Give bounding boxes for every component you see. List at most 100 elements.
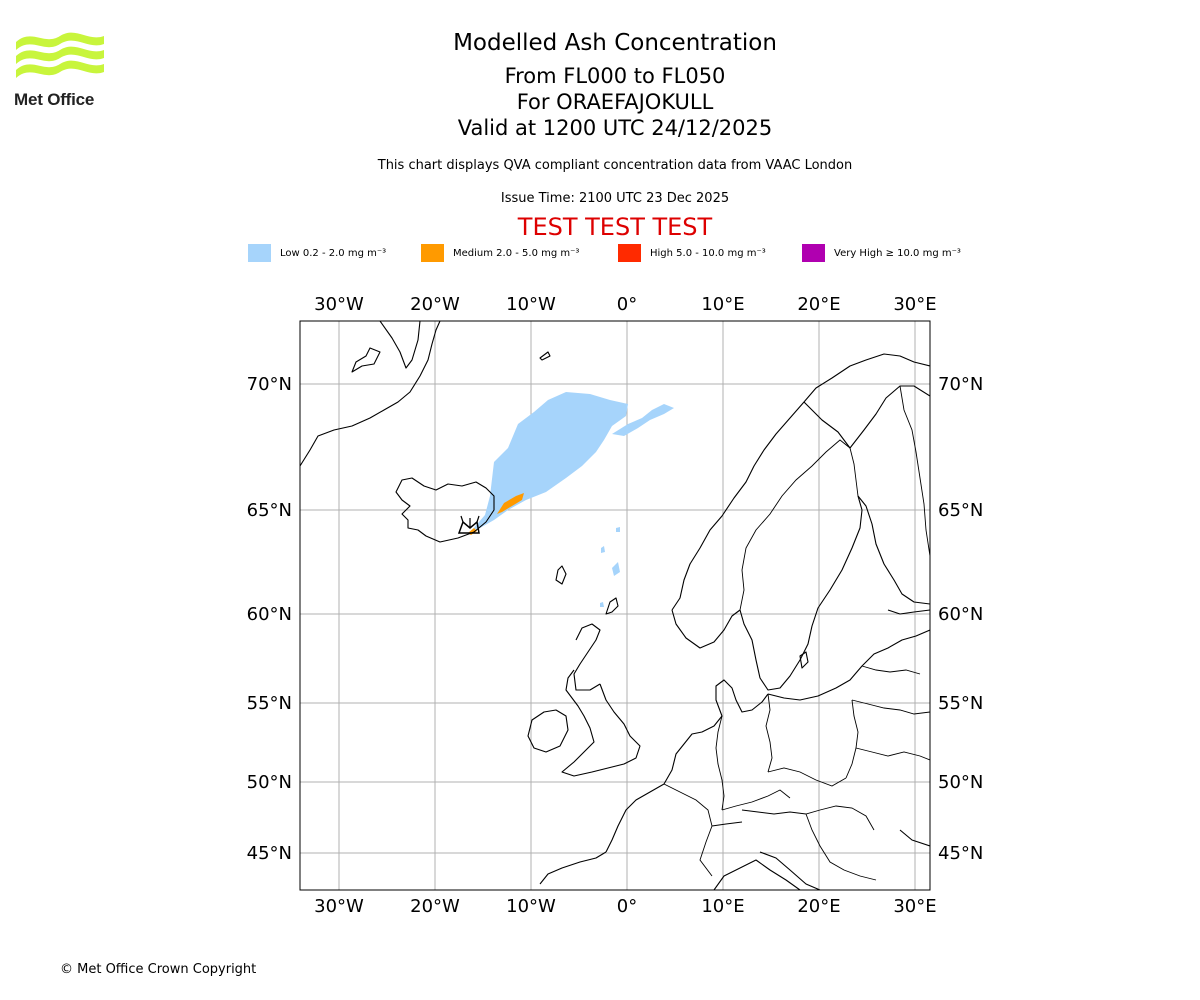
- issue-time: Issue Time: 2100 UTC 23 Dec 2025: [500, 191, 730, 206]
- volcano-marker-icon: [457, 515, 480, 534]
- coast-brittany: [539, 851, 607, 885]
- coast-jan-mayen: [539, 351, 551, 361]
- legend-label-very-high: Very High ≥ 10.0 mg m⁻³: [834, 247, 961, 259]
- coast-denmark: [715, 679, 769, 717]
- border-sweden-finland: [849, 447, 859, 497]
- ash-low-patch-1: [612, 562, 620, 576]
- border-hungary: [819, 805, 875, 831]
- met-office-waves-icon: [16, 32, 104, 78]
- coast-gulf-bothnia: [857, 495, 930, 605]
- legend-label-low: Low 0.2 - 2.0 mg m⁻³: [280, 247, 387, 259]
- coast-adriatic: [759, 851, 821, 890]
- coast-baltic-south: [767, 629, 930, 701]
- legend-label-medium: Medium 2.0 - 5.0 mg m⁻³: [453, 247, 580, 259]
- chart-title: Modelled Ash Concentration: [453, 30, 777, 56]
- lon-label-bottom: 10°W: [506, 896, 556, 917]
- coast-greenland: [300, 321, 441, 467]
- ash-low-plume: [472, 392, 628, 530]
- coast-shetland: [605, 597, 619, 615]
- lat-label-right: 45°N: [938, 843, 983, 864]
- lon-label-bottom: 0°: [617, 896, 637, 917]
- border-austria: [741, 809, 821, 815]
- legend-item-high: High 5.0 - 10.0 mg m⁻³: [618, 244, 766, 262]
- chart-description: This chart displays QVA compliant concen…: [377, 158, 853, 173]
- lon-labels-bottom: 30°W 20°W 10°W 0° 10°E 20°E 30°E: [314, 896, 936, 917]
- lon-labels-top: 30°W 20°W 10°W 0° 10°E 20°E 30°E: [314, 294, 936, 315]
- lat-labels-right: 70°N 65°N 60°N 55°N 50°N 45°N: [938, 374, 983, 864]
- copyright-notice: © Met Office Crown Copyright: [60, 962, 257, 977]
- coast-black-sea: [899, 829, 930, 847]
- border-finland-russia: [899, 385, 930, 557]
- border-czech: [767, 767, 847, 787]
- coast-greenland-east: [379, 321, 421, 369]
- lon-label-top: 30°E: [893, 294, 936, 315]
- met-office-wordmark: Met Office: [14, 90, 95, 109]
- coast-sweden-baltic: [739, 495, 863, 691]
- lon-label-top: 30°W: [314, 294, 364, 315]
- lat-label-right: 50°N: [938, 772, 983, 793]
- border-balkans: [805, 813, 877, 881]
- legend-swatch-low: [248, 244, 271, 262]
- coast-mediterranean: [713, 859, 801, 890]
- lon-label-top: 20°E: [797, 294, 840, 315]
- legend-item-low: Low 0.2 - 2.0 mg m⁻³: [248, 244, 386, 262]
- ash-medium-band: [497, 493, 524, 514]
- met-office-logo: Met Office: [14, 30, 108, 110]
- volcano-name: For ORAEFAJOKULL: [516, 90, 714, 114]
- lat-label-left: 55°N: [247, 693, 292, 714]
- valid-time: Valid at 1200 UTC 24/12/2025: [457, 116, 773, 140]
- coast-faroes: [555, 565, 567, 585]
- test-banner: TEST TEST TEST: [517, 213, 713, 241]
- lat-label-left: 45°N: [247, 843, 292, 864]
- graticule: [300, 321, 930, 890]
- border-poland-east: [845, 699, 859, 779]
- lat-label-right: 55°N: [938, 693, 983, 714]
- coastlines: [300, 321, 930, 890]
- legend-label-high: High 5.0 - 10.0 mg m⁻³: [650, 247, 766, 259]
- coast-scandinavia-north-inland: [803, 385, 930, 449]
- lat-label-right: 70°N: [938, 374, 983, 395]
- lon-label-bottom: 20°E: [797, 896, 840, 917]
- coast-low-countries: [663, 715, 723, 785]
- lon-label-top: 0°: [617, 294, 637, 315]
- lon-label-bottom: 20°W: [410, 896, 460, 917]
- border-baltics: [861, 665, 921, 675]
- border-norway-sweden: [739, 439, 851, 611]
- border-france-east: [663, 783, 713, 877]
- coast-norway: [671, 353, 930, 611]
- coast-greenland-islands: [351, 347, 381, 373]
- map-content: [300, 321, 930, 890]
- border-latvia-lithuania: [851, 699, 930, 715]
- lat-label-left: 60°N: [247, 604, 292, 625]
- lon-label-bottom: 30°W: [314, 896, 364, 917]
- lat-label-right: 65°N: [938, 500, 983, 521]
- lon-label-bottom: 10°E: [701, 896, 744, 917]
- border-germany-west: [715, 715, 725, 811]
- lat-label-left: 70°N: [247, 374, 292, 395]
- lat-label-left: 50°N: [247, 772, 292, 793]
- legend-swatch-medium: [421, 244, 444, 262]
- border-germany-east: [765, 693, 773, 773]
- ash-low-patch-2: [601, 546, 605, 553]
- legend-swatch-high: [618, 244, 641, 262]
- legend-swatch-very-high: [802, 244, 825, 262]
- coast-france-north: [605, 783, 665, 853]
- ash-low-patch-3: [616, 527, 620, 532]
- lat-label-left: 65°N: [247, 500, 292, 521]
- legend-item-medium: Medium 2.0 - 5.0 mg m⁻³: [421, 244, 579, 262]
- lat-labels-left: 70°N 65°N 60°N 55°N 50°N 45°N: [247, 374, 292, 864]
- legend-item-very-high: Very High ≥ 10.0 mg m⁻³: [802, 244, 961, 262]
- coast-gotland: [799, 651, 809, 669]
- map-frame: [299, 320, 931, 891]
- lon-label-top: 20°W: [410, 294, 460, 315]
- coast-estonia: [887, 609, 930, 615]
- coast-ireland: [527, 709, 569, 753]
- lon-label-top: 10°E: [701, 294, 744, 315]
- ash-low-tail: [612, 404, 674, 436]
- coast-britain: [561, 669, 641, 777]
- border-germany-south: [721, 789, 791, 811]
- ash-low-patch-4: [600, 602, 604, 607]
- border-switzerland: [711, 821, 743, 827]
- lon-label-bottom: 30°E: [893, 896, 936, 917]
